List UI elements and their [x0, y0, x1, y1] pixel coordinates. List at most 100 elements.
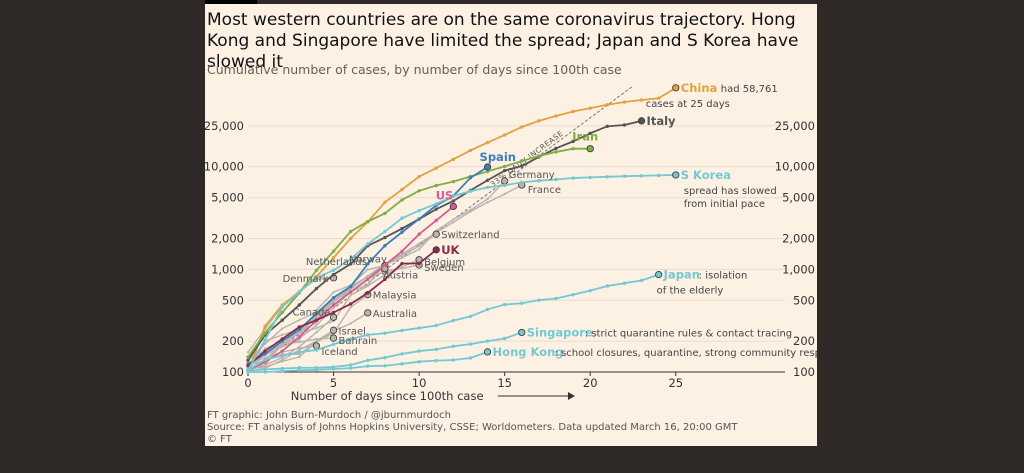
series-point-belgium [263, 347, 267, 350]
series-label-italy: Italy [647, 114, 676, 128]
series-point-singapore [383, 355, 387, 360]
series-point-iran [383, 211, 387, 216]
series-point-bahrain [298, 341, 301, 344]
series-point-china [622, 100, 627, 104]
y-tick-label-right: 5,000 [782, 191, 815, 205]
series-point-china [417, 174, 421, 179]
series-point-japan [383, 331, 387, 335]
series-point-s-korea [622, 174, 627, 178]
series-point-us [331, 303, 336, 307]
series-point-china [383, 200, 387, 205]
series-end-point-china [672, 84, 680, 92]
series-point-iceland [298, 346, 301, 350]
series-point-italy [502, 168, 507, 173]
series-point-china [485, 140, 490, 145]
y-tick-label-left: 100 [222, 365, 244, 379]
series-point-italy [434, 207, 438, 211]
series-point-us [383, 263, 387, 267]
annotation-singapore: : strict quarantine rules & contact trac… [585, 328, 792, 339]
series-point-hong-kong [417, 359, 421, 364]
series-point-belgium [400, 265, 404, 269]
series-point-italy [383, 235, 387, 240]
annotation-china-1: had 58,761 [721, 84, 778, 95]
y-tick-label-right: 1,000 [782, 262, 815, 276]
series-point-s-korea [571, 176, 575, 180]
series-point-uk [417, 261, 421, 266]
series-point-iran [537, 154, 541, 158]
series-point-s-korea [314, 275, 319, 280]
series-end-point-israel [329, 326, 338, 334]
series-point-uk [263, 349, 267, 353]
series-point-uk [400, 261, 404, 266]
series-point-china [639, 98, 644, 102]
series-label-austria: Austria [383, 271, 418, 282]
series-label-israel: Israel [339, 326, 366, 337]
series-point-s-korea [417, 208, 421, 213]
series-point-s-korea [605, 175, 610, 179]
series-point-italy [400, 226, 404, 231]
series-point-hong-kong [383, 364, 387, 368]
y-tick-label-right: 10,000 [775, 160, 815, 174]
y-tick-label-right: 100 [793, 365, 815, 379]
series-point-singapore [502, 336, 507, 341]
series-point-singapore [366, 358, 370, 363]
series-point-s-korea [588, 175, 592, 180]
series-label-iran: Iran [572, 130, 598, 144]
series-point-denmark [246, 350, 250, 354]
series-label-bahrain: Bahrain [339, 336, 378, 347]
annotation-japan-2: of the elderly [657, 286, 724, 297]
series-point-us [400, 249, 404, 253]
series-point-italy [280, 318, 284, 322]
series-point-china [451, 157, 456, 162]
series-point-israel [281, 358, 284, 362]
y-tick-label-left: 2,000 [211, 231, 244, 245]
series-point-s-korea [434, 202, 438, 206]
series-point-iran [314, 268, 319, 272]
series-point-us [280, 349, 284, 353]
series-point-japan [468, 314, 473, 319]
series-point-s-korea [400, 216, 404, 220]
series-label-uk: UK [441, 243, 460, 257]
series-end-point-iceland [312, 342, 321, 350]
series-point-china [434, 166, 438, 170]
series-point-iran [417, 189, 421, 193]
series-point-japan [434, 323, 438, 328]
footer-copyright: © FT [207, 434, 232, 445]
series-point-spain [314, 311, 319, 316]
series-point-uk [314, 318, 319, 322]
series-point-s-korea [280, 305, 284, 309]
series-point-italy [451, 199, 456, 203]
series-point-china [263, 324, 267, 328]
series-label-france: France [528, 185, 561, 196]
series-label-iceland: Iceland [321, 347, 357, 358]
series-point-japan [331, 342, 336, 347]
series-point-spain [263, 352, 267, 356]
series-point-hong-kong [366, 364, 370, 368]
series-point-uk [297, 325, 302, 329]
series-label-japan: Japan [663, 268, 700, 282]
series-point-iran [434, 183, 438, 188]
series-label-belgium: Belgium [424, 258, 465, 269]
series-point-spain [417, 217, 421, 221]
y-tick-label-right: 200 [793, 334, 815, 348]
series-line-china [247, 87, 677, 373]
series-end-point-s-korea [672, 171, 680, 179]
series-point-italy [605, 124, 610, 129]
annotation-hongkong: : school closures, quarantine, strong co… [555, 348, 817, 359]
series-point-italy [348, 262, 353, 266]
series-point-austria [298, 330, 301, 334]
series-point-s-korea [451, 194, 456, 198]
series-end-point-bahrain [329, 334, 338, 342]
series-point-us [434, 218, 438, 223]
series-point-china [502, 133, 507, 137]
header-accent-bar [205, 0, 257, 4]
series-point-france [503, 192, 506, 196]
series-end-point-germany [501, 177, 509, 185]
series-point-germany [452, 218, 455, 221]
series-point-japan [417, 326, 421, 330]
annotation-japan-1: : isolation [699, 271, 748, 282]
series-end-point-hong-kong [483, 348, 492, 356]
x-tick-label: 20 [583, 376, 598, 390]
series-point-italy [520, 164, 524, 168]
